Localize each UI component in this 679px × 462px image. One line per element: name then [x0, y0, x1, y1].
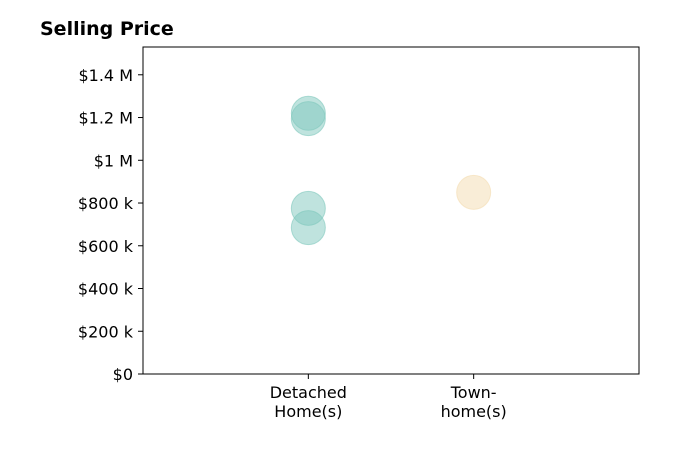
data-point: [290, 210, 326, 246]
x-tick-label: Town-home(s): [441, 383, 507, 421]
y-tick-label: $800 k: [78, 194, 134, 213]
y-tick-label: $600 k: [78, 237, 134, 256]
y-tick-label: $0: [113, 365, 133, 384]
y-tick-label: $1 M: [94, 151, 133, 170]
plot-area: [142, 46, 640, 375]
y-tick-label: $1.2 M: [78, 109, 133, 128]
y-tick-label: $200 k: [78, 322, 134, 341]
chart-title: Selling Price: [40, 18, 174, 40]
y-tick-label: $1.4 M: [78, 66, 133, 85]
x-tick-label-line: Detached: [270, 383, 347, 402]
data-point: [456, 174, 492, 210]
data-point: [290, 101, 326, 137]
y-axis: $0 $200 k $400 k $600 k $800 k $1 M $1.2 M $1.4…: [78, 66, 143, 384]
x-tick-label-line: home(s): [441, 402, 507, 421]
data-points: [290, 95, 492, 246]
x-tick-label-line: Home(s): [274, 402, 342, 421]
y-tick-label: $400 k: [78, 280, 134, 299]
x-tick-label-line: Town-: [450, 383, 497, 402]
